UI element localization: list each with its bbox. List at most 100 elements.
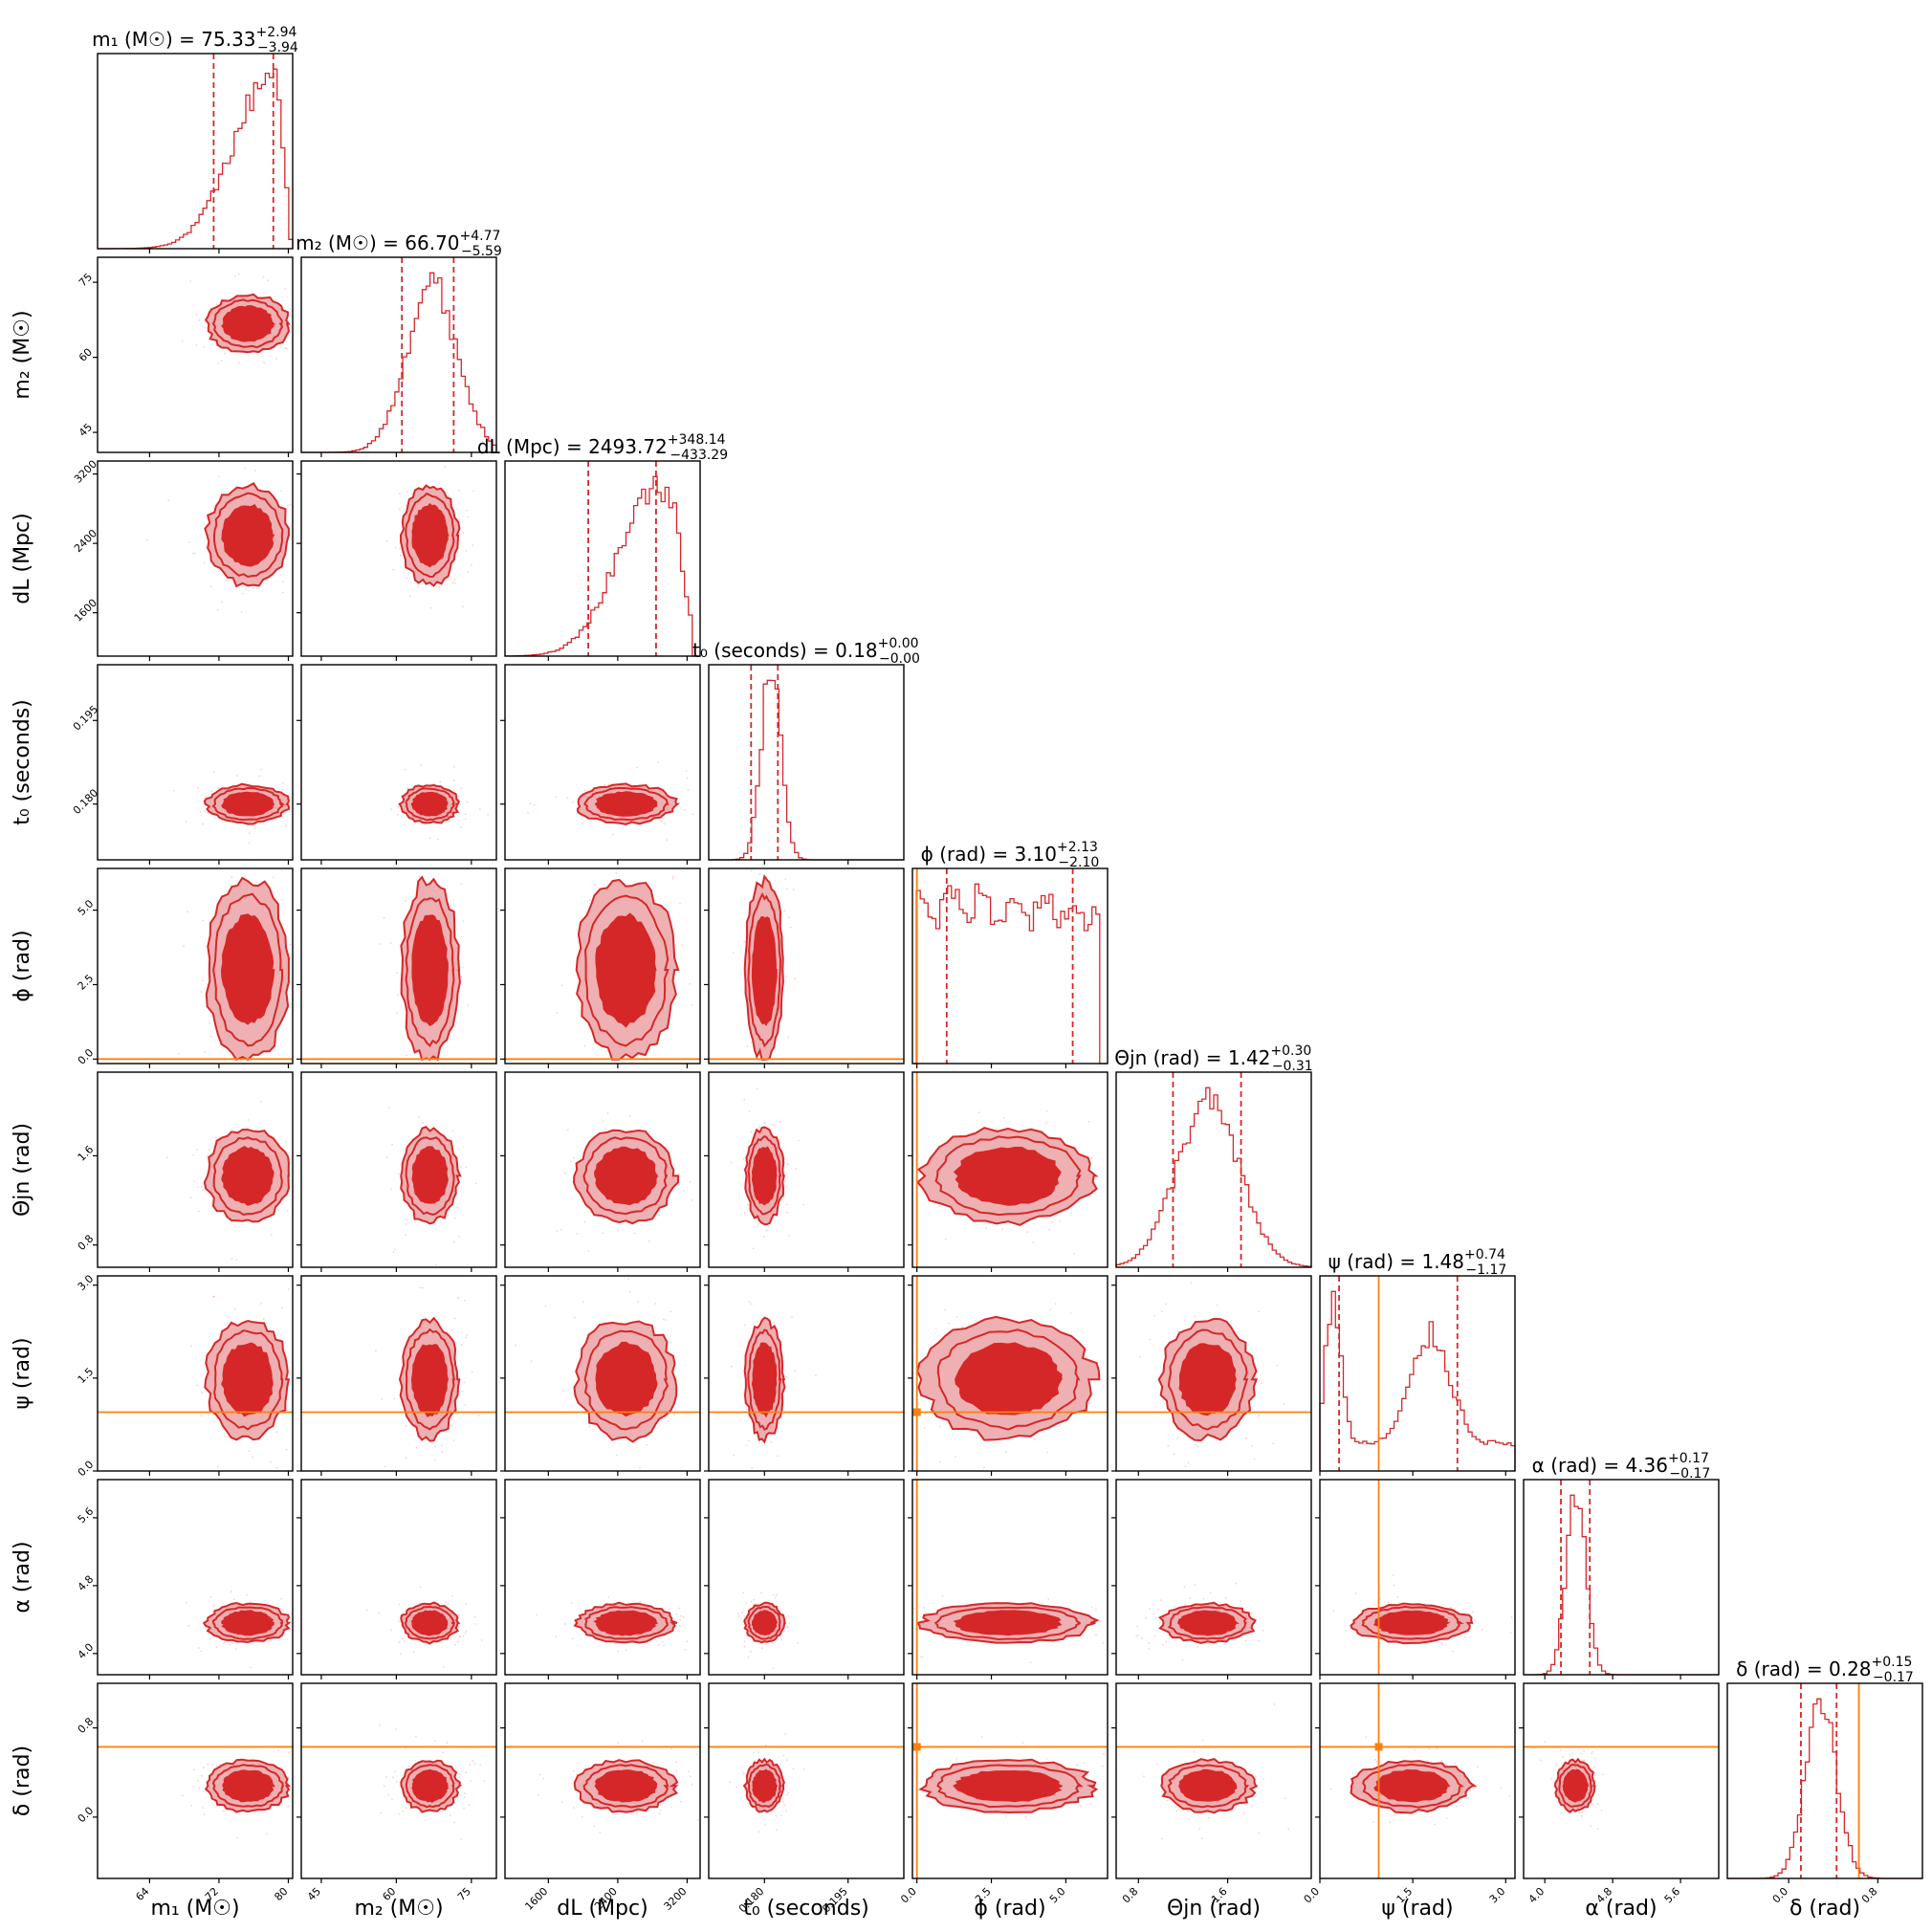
- sample-point: [748, 1301, 751, 1304]
- sample-point: [187, 911, 189, 913]
- contour-inner-t0-psi: [751, 1342, 778, 1418]
- sample-point: [1454, 1762, 1457, 1765]
- sample-point: [231, 1641, 233, 1644]
- sample-point: [747, 1203, 749, 1206]
- sample-point: [216, 608, 219, 611]
- sample-point: [457, 798, 460, 801]
- sample-point: [757, 1831, 760, 1833]
- sample-point: [573, 1807, 575, 1809]
- sample-point: [282, 591, 284, 594]
- sample-point: [1183, 1586, 1186, 1589]
- sample-point: [209, 1637, 211, 1639]
- sample-point: [648, 1240, 650, 1242]
- sample-point: [189, 280, 192, 282]
- sample-point: [446, 1742, 449, 1744]
- sample-point: [670, 1747, 672, 1750]
- sample-point: [787, 1791, 789, 1794]
- sample-point: [786, 1793, 788, 1796]
- sample-point: [1136, 1625, 1139, 1628]
- sample-point: [453, 579, 456, 582]
- sample-point: [465, 1166, 468, 1169]
- sample-point: [955, 1316, 958, 1318]
- sample-point: [984, 1227, 987, 1229]
- sample-point: [776, 1604, 778, 1606]
- sample-point: [1254, 1775, 1257, 1778]
- panel-frame: [97, 1479, 294, 1676]
- sample-point: [218, 475, 220, 478]
- sample-point: [287, 1776, 290, 1779]
- sample-point: [396, 813, 399, 816]
- sample-point: [235, 775, 238, 777]
- sample-point: [1190, 1282, 1193, 1284]
- sample-point: [1510, 1616, 1513, 1618]
- x-tick-label-psi: 0.0: [1302, 1885, 1323, 1906]
- panel-frame: [708, 1479, 905, 1676]
- sample-point: [1175, 1810, 1178, 1811]
- sample-point: [691, 1784, 693, 1786]
- sample-point: [465, 1630, 468, 1633]
- sample-point: [561, 1801, 563, 1803]
- sample-point: [395, 1728, 398, 1730]
- sample-point: [1033, 1222, 1036, 1225]
- sample-point: [611, 833, 614, 836]
- sample-point: [197, 1210, 200, 1213]
- sample-point: [406, 1054, 407, 1057]
- sample-point: [424, 1819, 427, 1822]
- x-tick-label-m2: 45: [305, 1885, 323, 1903]
- sample-point: [222, 1810, 225, 1812]
- sample-point: [398, 1641, 401, 1644]
- panel-frame: [708, 867, 905, 1065]
- sample-point: [385, 1776, 387, 1778]
- sample-point: [471, 563, 472, 566]
- contour-inner-psi-alpha: [1372, 1610, 1451, 1636]
- sample-point: [223, 1642, 226, 1645]
- sample-point: [1354, 1592, 1357, 1595]
- sample-point: [955, 1758, 957, 1760]
- x-axis-label-alpha: α (rad): [1585, 1897, 1657, 1921]
- sample-point: [205, 1627, 208, 1630]
- sample-point: [748, 1439, 750, 1442]
- sample-point: [633, 1232, 636, 1235]
- sample-point: [752, 1247, 755, 1250]
- sample-point: [1148, 1647, 1151, 1650]
- sample-point: [564, 1623, 566, 1625]
- panel-frame: [504, 664, 701, 861]
- sample-point: [213, 817, 216, 820]
- panel-frame: [300, 867, 497, 1065]
- sample-point: [1240, 1600, 1241, 1603]
- sample-point: [281, 898, 284, 901]
- sample-point: [1209, 1592, 1212, 1594]
- sample-point: [1197, 1645, 1199, 1648]
- sample-point: [1167, 1444, 1170, 1447]
- sample-point: [403, 1640, 406, 1642]
- sample-point: [1332, 1610, 1335, 1613]
- sample-point: [1073, 1252, 1076, 1255]
- sample-point: [686, 777, 689, 779]
- sample-point: [466, 1334, 469, 1336]
- panel-frame: [97, 1071, 294, 1268]
- sample-point: [1569, 1753, 1571, 1756]
- y-axis-label-psi: ψ (rad): [11, 1337, 34, 1409]
- sample-point: [224, 352, 226, 355]
- panel-frame: [504, 1479, 701, 1676]
- panel-frame: [504, 1071, 701, 1268]
- sample-point: [1394, 1814, 1395, 1817]
- sample-point: [574, 1316, 576, 1319]
- sample-point: [248, 832, 251, 835]
- sample-point: [195, 314, 198, 316]
- sample-point: [1208, 1816, 1210, 1819]
- sample-point: [764, 1824, 766, 1826]
- sample-point: [1261, 1382, 1263, 1385]
- sample-point: [786, 1759, 788, 1761]
- sample-point: [1365, 1736, 1368, 1739]
- contour-inner-dL-psi: [595, 1341, 658, 1417]
- sample-point: [198, 1787, 201, 1789]
- panel-frame: [708, 1071, 905, 1268]
- sample-point: [1200, 1837, 1203, 1840]
- sample-point: [978, 1111, 980, 1113]
- sample-point: [1235, 1582, 1238, 1585]
- sample-point: [266, 1833, 268, 1835]
- sample-point: [1024, 1815, 1027, 1818]
- sample-point: [1188, 1597, 1191, 1599]
- sample-point: [658, 1214, 660, 1217]
